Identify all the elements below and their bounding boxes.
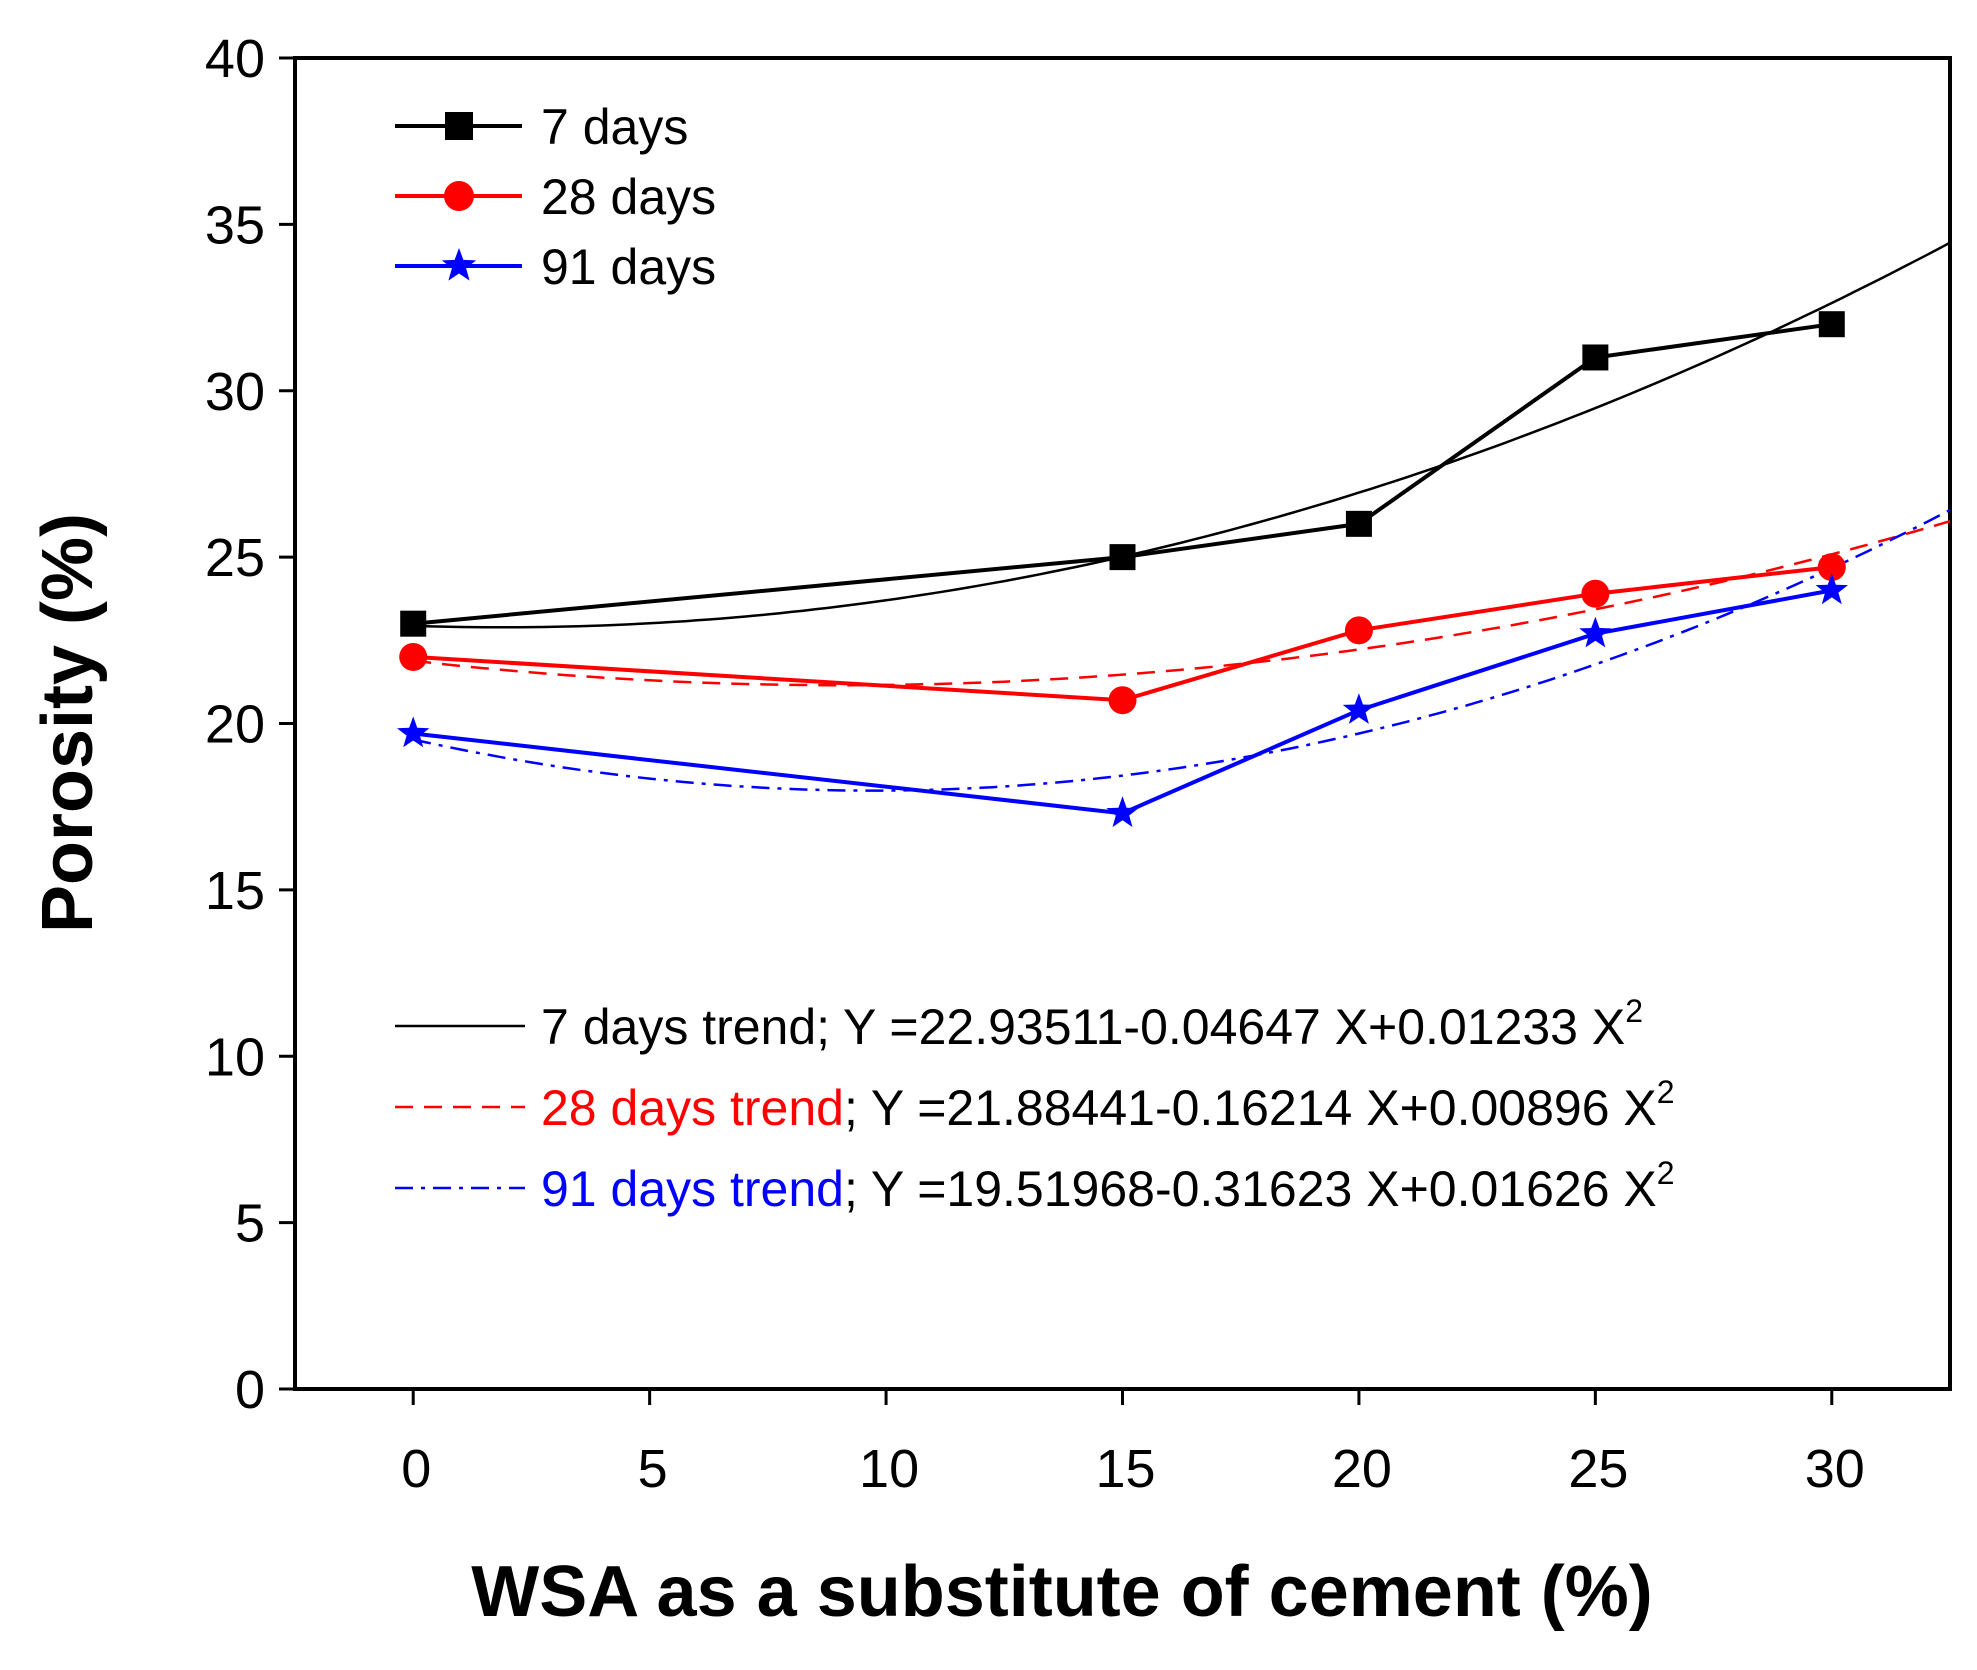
data-point-28-days-x15 (1108, 686, 1137, 715)
data-point-91-days-x20 (1342, 693, 1376, 724)
data-point-28-days-x20 (1344, 616, 1373, 645)
data-point-7-days-x0 (400, 610, 427, 637)
data-point-7-days-x25 (1582, 344, 1609, 371)
y-axis-ticks: 0 5 10 15 20 25 30 35 40 (205, 29, 295, 1420)
data-point-28-days-x0 (399, 642, 428, 671)
legend-marker-7-days (445, 112, 473, 140)
x-tick-label: 30 (1805, 1439, 1865, 1499)
y-tick-label: 25 (205, 528, 265, 588)
data-point-91-days-x15 (1106, 796, 1139, 828)
data-point-91-days-x25 (1579, 616, 1612, 648)
y-tick-label: 30 (205, 362, 265, 422)
trend-legend-name-28-days: 28 days trend (541, 1080, 844, 1136)
legend-marker-28-days (444, 181, 474, 211)
x-tick-label: 20 (1332, 1439, 1392, 1499)
trend-entry-7-days: 7 days trend; Y =22.93511-0.04647 X+0.01… (395, 993, 1643, 1055)
trend-entry-28-days: 28 days trend; Y =21.88441-0.16214 X+0.0… (395, 1074, 1675, 1136)
trend-curve-91-days-trend (412, 508, 1951, 792)
trend-legend-equation-91-days: ; Y =19.51968-0.31623 X+0.01626 X (844, 1161, 1657, 1217)
trend-legend-text-28-days: 28 days trend; Y =21.88441-0.16214 X+0.0… (541, 1074, 1675, 1136)
trend-legend-exponent-7-days: 2 (1625, 993, 1643, 1029)
data-point-28-days-x25 (1581, 579, 1610, 608)
trend-lines (412, 241, 1951, 792)
series-legend: 7 days 28 days 91 days (395, 99, 716, 295)
trend-legend-exponent-91-days: 2 (1657, 1155, 1675, 1191)
x-tick-label: 10 (859, 1439, 919, 1499)
trend-curve-7-days-trend (413, 241, 1951, 629)
data-point-7-days-x20 (1345, 510, 1372, 537)
trend-legend-name-91-days: 91 days trend (541, 1161, 844, 1217)
legend-label-7-days: 7 days (541, 99, 688, 155)
data-point-7-days-x15 (1109, 544, 1136, 571)
y-tick-label: 10 (205, 1027, 265, 1087)
x-tick-label: 5 (638, 1439, 668, 1499)
y-tick-label: 40 (205, 29, 265, 89)
trend-legend-text-91-days: 91 days trend; Y =19.51968-0.31623 X+0.0… (541, 1155, 1675, 1217)
x-axis-ticks: 0 5 10 15 20 25 30 (401, 1389, 1865, 1499)
legend-entry-7-days: 7 days (395, 99, 688, 155)
data-point-7-days-x30 (1818, 311, 1845, 338)
series-markers (397, 311, 1848, 828)
y-tick-label: 0 (235, 1360, 265, 1420)
trend-legend-name-7-days: 7 days trend (541, 999, 816, 1055)
data-point-28-days-x30 (1817, 553, 1846, 582)
legend-label-91-days: 91 days (541, 239, 716, 295)
trend-legend-equation-28-days: ; Y =21.88441-0.16214 X+0.00896 X (844, 1080, 1657, 1136)
trend-legend-exponent-28-days: 2 (1657, 1074, 1675, 1110)
legend-entry-91-days: 91 days (395, 239, 716, 295)
data-point-91-days-x0 (397, 716, 430, 748)
x-tick-label: 25 (1568, 1439, 1628, 1499)
y-tick-label: 35 (205, 195, 265, 255)
y-tick-label: 15 (205, 861, 265, 921)
series-line-7-days (413, 322, 1833, 626)
y-tick-label: 20 (205, 695, 265, 755)
x-axis-title: WSA as a substitute of cement (%) (471, 1552, 1653, 1632)
legend-marker-91-days (441, 248, 477, 281)
y-axis-title: Porosity (%) (28, 513, 108, 933)
trend-curve-28-days-trend (413, 520, 1951, 687)
trend-entry-91-days: 91 days trend; Y =19.51968-0.31623 X+0.0… (395, 1155, 1675, 1217)
legend-label-28-days: 28 days (541, 169, 716, 225)
x-tick-label: 0 (401, 1439, 431, 1499)
trend-legend: 7 days trend; Y =22.93511-0.04647 X+0.01… (395, 993, 1675, 1217)
x-tick-label: 15 (1095, 1439, 1155, 1499)
trend-legend-text-7-days: 7 days trend; Y =22.93511-0.04647 X+0.01… (541, 993, 1643, 1055)
legend-entry-28-days: 28 days (395, 169, 716, 225)
y-tick-label: 5 (235, 1194, 265, 1254)
data-point-91-days-x30 (1815, 573, 1848, 605)
trend-legend-equation-7-days: ; Y =22.93511-0.04647 X+0.01233 X (816, 999, 1625, 1055)
